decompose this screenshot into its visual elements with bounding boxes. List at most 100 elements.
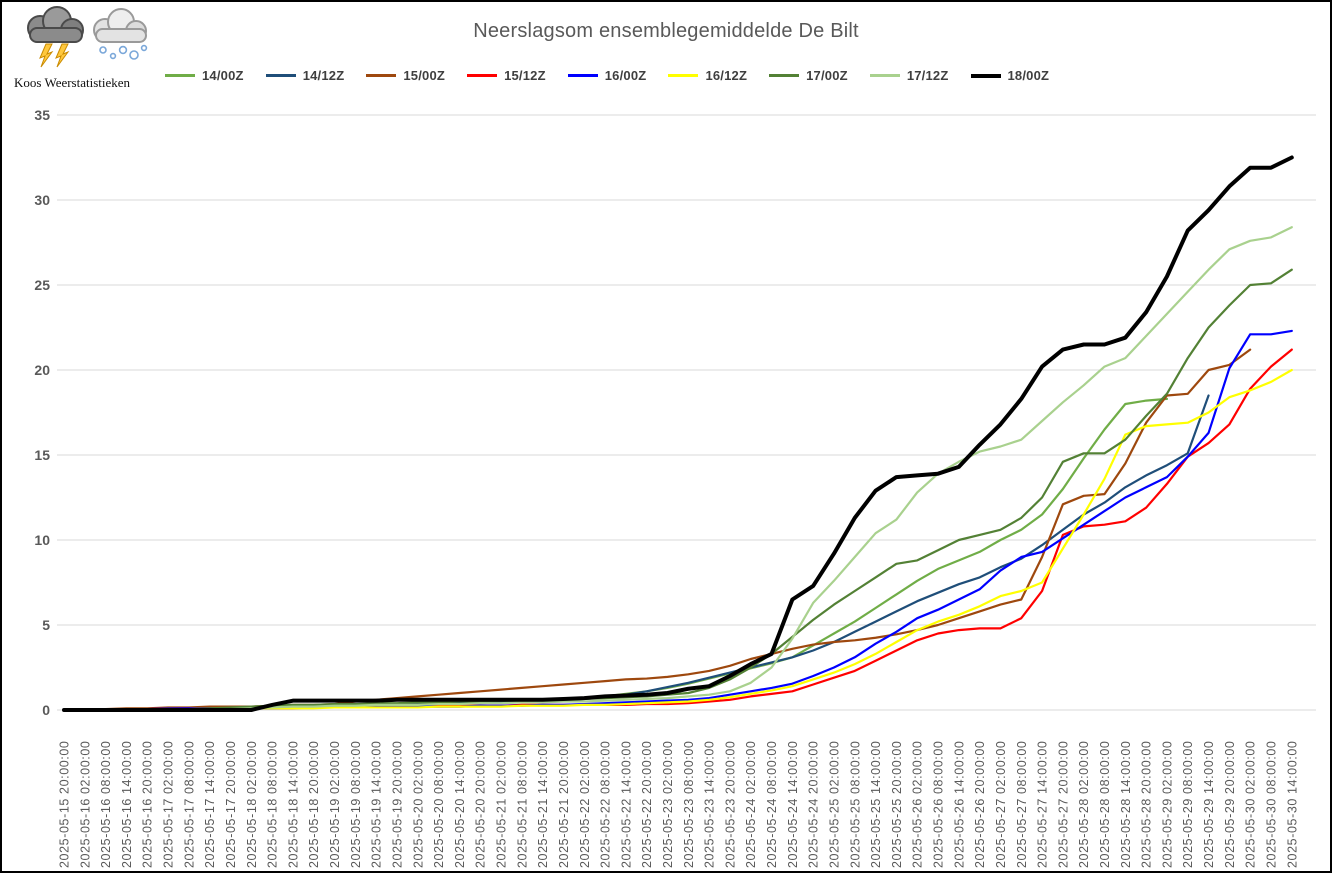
x-axis-tick-label: 2025-05-17 08:00:00 — [182, 741, 196, 868]
y-axis-tick-label: 30 — [34, 192, 50, 208]
legend-swatch — [265, 74, 296, 77]
x-axis-tick-label: 2025-05-22 20:00:00 — [640, 741, 654, 868]
x-axis-tick-label: 2025-05-26 02:00:00 — [911, 741, 925, 868]
x-axis-tick-label: 2025-05-22 08:00:00 — [599, 741, 613, 868]
legend-label: 17/12Z — [906, 68, 949, 83]
logo: Koos Weerstatistieken — [10, 6, 180, 91]
x-axis-tick-label: 2025-05-17 14:00:00 — [203, 741, 217, 868]
x-axis-tick-label: 2025-05-22 14:00:00 — [619, 741, 633, 868]
x-axis-tick-label: 2025-05-25 02:00:00 — [827, 741, 841, 868]
series-line-15/12Z — [62, 348, 1293, 712]
legend-swatch — [366, 74, 397, 77]
x-axis-tick-label: 2025-05-18 20:00:00 — [307, 741, 321, 868]
series-line-17/12Z — [62, 226, 1293, 712]
x-axis-tick-label: 2025-05-27 08:00:00 — [1015, 741, 1029, 868]
legend-label: 15/00Z — [403, 68, 446, 83]
y-axis-tick-label: 10 — [34, 532, 50, 548]
x-axis-tick-label: 2025-05-15 20:00:00 — [58, 741, 72, 868]
snow-cloud-icon — [93, 8, 148, 60]
x-axis-tick-label: 2025-05-21 08:00:00 — [515, 741, 529, 868]
x-axis-tick-label: 2025-05-19 02:00:00 — [328, 741, 342, 868]
logo-clouds — [27, 6, 148, 68]
x-axis-tick-label: 2025-05-29 14:00:00 — [1202, 741, 1216, 868]
legend-label: 18/00Z — [1007, 68, 1050, 83]
legend-item: 15/00Z — [366, 68, 445, 83]
x-axis-tick-label: 2025-05-19 20:00:00 — [390, 741, 404, 868]
x-axis-tick-label: 2025-05-16 14:00:00 — [120, 741, 134, 868]
x-axis-tick-label: 2025-05-21 02:00:00 — [495, 741, 509, 868]
x-axis-tick-label: 2025-05-29 20:00:00 — [1223, 741, 1237, 868]
x-axis-tick-label: 2025-05-26 08:00:00 — [932, 741, 946, 868]
legend-label: 15/12Z — [504, 68, 546, 83]
x-axis-tick-label: 2025-05-27 02:00:00 — [994, 741, 1008, 868]
y-axis-tick-label: 20 — [34, 362, 50, 378]
x-axis-tick-label: 2025-05-18 14:00:00 — [286, 741, 300, 868]
x-axis-tick-label: 2025-05-28 20:00:00 — [1140, 741, 1154, 868]
legend-item: 15/12Z — [467, 68, 546, 83]
x-axis-tick-label: 2025-05-24 14:00:00 — [786, 741, 800, 868]
x-axis-tick-label: 2025-05-30 14:00:00 — [1285, 741, 1299, 868]
legend-label: 14/00Z — [202, 68, 244, 83]
logo-text: Koos Weerstatistieken — [14, 75, 131, 90]
legend-item: 17/00Z — [769, 68, 848, 83]
x-axis-tick-label: 2025-05-25 14:00:00 — [869, 741, 883, 868]
x-axis-tick-label: 2025-05-20 02:00:00 — [411, 741, 425, 868]
x-axis-tick-label: 2025-05-18 08:00:00 — [266, 741, 280, 868]
x-axis-tick-label: 2025-05-30 08:00:00 — [1264, 741, 1278, 868]
legend-item: 17/12Z — [869, 68, 949, 83]
x-axis-tick-label: 2025-05-28 14:00:00 — [1119, 741, 1133, 868]
legend-label: 17/00Z — [806, 68, 848, 83]
series-line-18/00Z — [62, 155, 1294, 712]
x-axis-tick-label: 2025-05-16 20:00:00 — [141, 741, 155, 868]
legend-swatch — [165, 74, 195, 77]
x-axis-tick-label: 2025-05-23 14:00:00 — [703, 741, 717, 868]
y-axis-tick-label: 35 — [34, 107, 50, 123]
x-axis-tick-label: 2025-05-20 08:00:00 — [432, 741, 446, 868]
x-axis-tick-label: 2025-05-23 20:00:00 — [723, 741, 737, 868]
x-axis-tick-label: 2025-05-28 02:00:00 — [1077, 741, 1091, 868]
legend-swatch — [769, 74, 800, 77]
x-axis-tick-label: 2025-05-29 02:00:00 — [1160, 741, 1174, 868]
x-axis-tick-label: 2025-05-17 02:00:00 — [162, 741, 176, 868]
storm-cloud-icon — [27, 6, 84, 68]
x-axis-tick-label: 2025-05-24 08:00:00 — [765, 741, 779, 868]
legend-item: 14/12Z — [265, 68, 345, 83]
x-axis-tick-label: 2025-05-24 20:00:00 — [807, 741, 821, 868]
legend-swatch — [567, 74, 598, 77]
legend-swatch — [869, 74, 900, 77]
legend-item: 14/00Z — [165, 68, 244, 83]
series-line-15/00Z — [62, 348, 1252, 712]
x-axis-tick-label: 2025-05-17 20:00:00 — [224, 741, 238, 868]
x-axis-tick-label: 2025-05-28 08:00:00 — [1098, 741, 1112, 868]
x-axis-tick-label: 2025-05-27 20:00:00 — [1056, 741, 1070, 868]
x-axis-tick-label: 2025-05-20 14:00:00 — [453, 741, 467, 868]
x-axis-tick-label: 2025-05-16 08:00:00 — [99, 741, 113, 868]
y-axis-tick-label: 0 — [42, 702, 50, 718]
x-axis-tick-label: 2025-05-22 02:00:00 — [578, 741, 592, 868]
legend-swatch — [668, 74, 699, 77]
legend-label: 16/00Z — [604, 68, 647, 83]
x-axis-tick-label: 2025-05-25 20:00:00 — [890, 741, 904, 868]
x-axis-tick-label: 2025-05-18 02:00:00 — [245, 741, 259, 868]
x-axis-tick-label: 2025-05-23 08:00:00 — [682, 741, 696, 868]
x-axis-tick-label: 2025-05-27 14:00:00 — [1036, 741, 1050, 868]
series-line-16/00Z — [62, 329, 1293, 712]
y-axis-tick-label: 25 — [34, 277, 50, 293]
x-axis-tick-label: 2025-05-19 14:00:00 — [370, 741, 384, 868]
legend-item: 16/12Z — [668, 68, 747, 83]
chart-title: Neerslagsom ensemblegemiddelde De Bilt — [473, 20, 859, 42]
x-axis-tick-label: 2025-05-24 02:00:00 — [744, 741, 758, 868]
legend-swatch — [467, 74, 498, 77]
x-axis-tick-label: 2025-05-25 08:00:00 — [848, 741, 862, 868]
x-axis-tick-label: 2025-05-26 20:00:00 — [973, 741, 987, 868]
x-axis-tick-label: 2025-05-26 14:00:00 — [952, 741, 966, 868]
x-axis-tick-label: 2025-05-19 08:00:00 — [349, 741, 363, 868]
x-axis-tick-label: 2025-05-21 14:00:00 — [536, 741, 550, 868]
x-axis-tick-label: 2025-05-16 02:00:00 — [78, 741, 92, 868]
legend-item: 16/00Z — [567, 68, 647, 83]
x-axis-tick-label: 2025-05-30 02:00:00 — [1244, 741, 1258, 868]
x-axis-tick-label: 2025-05-20 20:00:00 — [474, 741, 488, 868]
legend-label: 16/12Z — [705, 68, 748, 83]
